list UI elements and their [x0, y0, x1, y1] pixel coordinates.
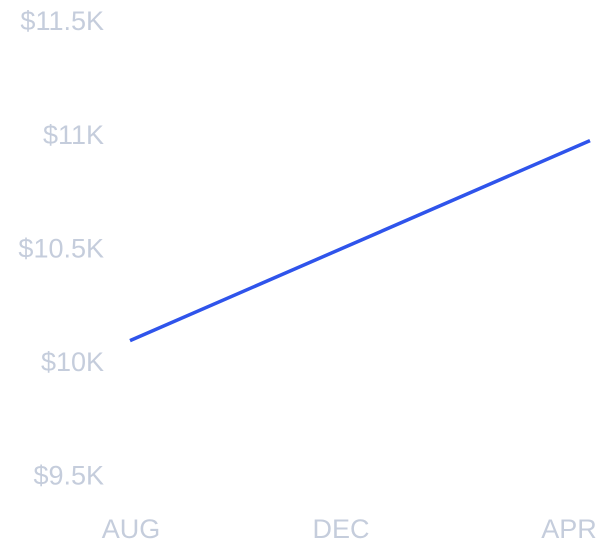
x-tick-label: AUG	[102, 514, 161, 541]
x-tick-label: APR	[541, 514, 597, 541]
y-tick-label: $10.5K	[18, 233, 104, 263]
y-tick-label: $11K	[43, 120, 104, 150]
series-line	[129, 138, 591, 343]
y-tick-label: $10K	[41, 347, 104, 377]
y-tick-label: $9.5K	[33, 461, 104, 491]
y-tick-label: $11.5K	[20, 6, 104, 36]
x-tick-label: DEC	[312, 514, 369, 541]
